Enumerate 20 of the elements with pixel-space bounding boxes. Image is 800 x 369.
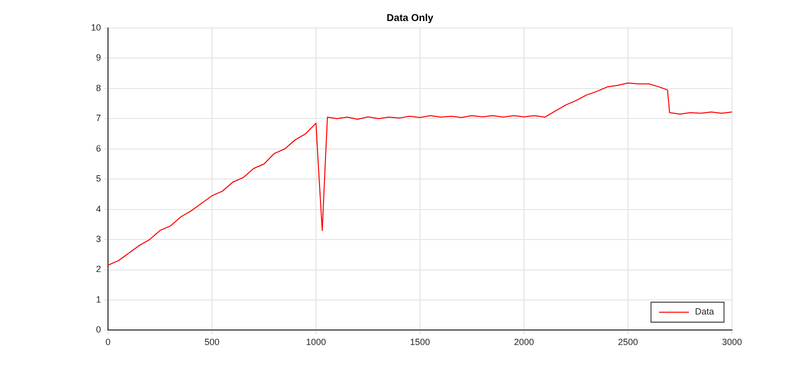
chart-title: Data Only (386, 12, 434, 24)
y-tick-label: 3 (96, 234, 102, 244)
y-tick-label: 1 (96, 294, 102, 304)
x-tick-label: 3000 (722, 337, 742, 348)
y-tick-label: 10 (90, 22, 102, 32)
y-tick-label: 8 (96, 82, 102, 93)
legend-label: Data (694, 306, 714, 317)
y-tick-label: 9 (96, 52, 102, 63)
y-tick-label: 5 (96, 174, 102, 184)
y-tick-label: 7 (96, 113, 102, 124)
y-tick-label: 2 (96, 264, 102, 274)
y-tick-label: 4 (96, 204, 102, 214)
x-tick-label: 2500 (618, 337, 638, 348)
x-tick-label: 0 (106, 337, 111, 348)
y-tick-label: 0 (96, 324, 102, 335)
y-tick-label: 6 (96, 143, 102, 154)
x-tick-label: 2000 (514, 337, 534, 348)
x-tick-label: 500 (204, 337, 220, 348)
x-tick-label: 1500 (410, 337, 430, 348)
x-tick-label: 1000 (306, 337, 326, 348)
